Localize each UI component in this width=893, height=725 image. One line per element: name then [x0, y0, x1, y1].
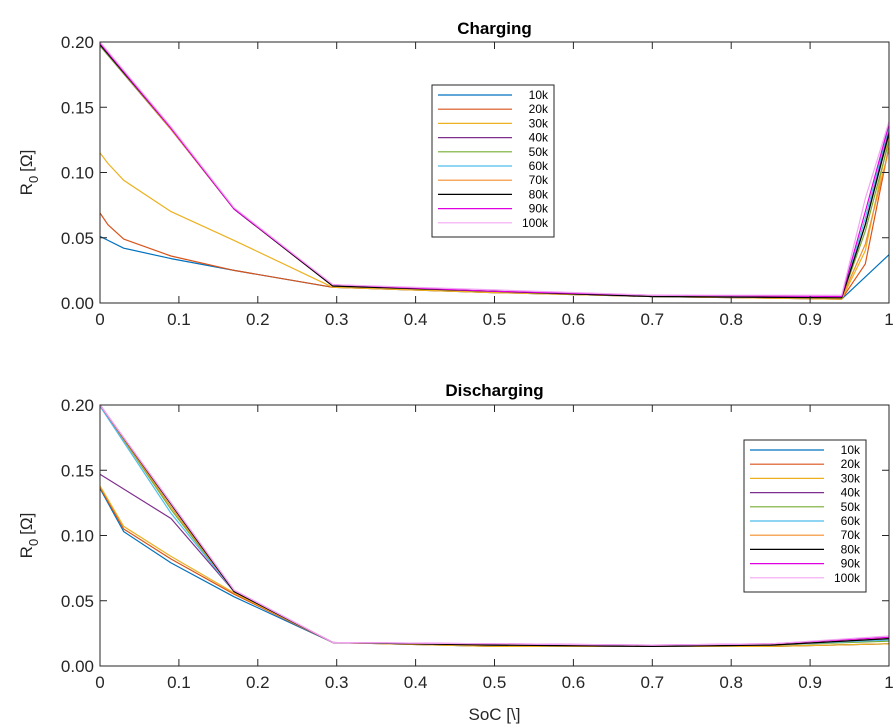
y-tick-label: 0.05: [61, 592, 94, 611]
legend-label-60k: 60k: [529, 159, 549, 173]
x-tick-label: 0.9: [798, 673, 822, 692]
y-tick-label: 0.10: [61, 527, 94, 546]
y-tick-label: 0.15: [61, 98, 94, 117]
y-tick-label: 0.00: [61, 294, 94, 313]
x-tick-label: 0.9: [798, 310, 822, 329]
legend-label-20k: 20k: [841, 457, 861, 471]
ticks-discharging: 0 0.1 0.2 0.3 0.4 0.5 0.6 0.7 0.8 0.9 1 0.00 0.05 0.1…: [61, 396, 893, 692]
legend-label-40k: 40k: [841, 486, 861, 500]
y-axis-label-discharging: R0[Ω]: [17, 513, 41, 559]
x-tick-label: 0.4: [404, 310, 428, 329]
legend-label-90k: 90k: [529, 202, 549, 216]
chart-title-discharging: Discharging: [445, 381, 543, 400]
legend-label-80k: 80k: [529, 187, 549, 201]
legend-label-10k: 10k: [841, 443, 861, 457]
legend-label-70k: 70k: [529, 173, 549, 187]
legend-label-60k: 60k: [841, 514, 861, 528]
ticks-charging: 0 0.1 0.2 0.3 0.4 0.5 0.6 0.7 0.8 0.9 1 0.00 0.05 0.1…: [61, 33, 893, 329]
legend-label-20k: 20k: [529, 102, 549, 116]
legend-label-50k: 50k: [841, 500, 861, 514]
x-tick-label: 0.2: [246, 673, 270, 692]
x-tick-label: 0.8: [719, 310, 743, 329]
y-axis-label-charging: R0[Ω]: [17, 150, 41, 196]
legend-label-70k: 70k: [841, 528, 861, 542]
series-line-90k: [99, 42, 890, 298]
legend-label-100k: 100k: [834, 571, 861, 585]
series-line-80k: [99, 404, 890, 648]
legend-label-10k: 10k: [529, 88, 549, 102]
x-tick-label: 1: [884, 673, 893, 692]
y-tick-label: 0.00: [61, 657, 94, 676]
x-tick-label: 0.3: [325, 310, 349, 329]
x-tick-label: 0.4: [404, 673, 428, 692]
x-axis-label-discharging: SoC [\]: [469, 705, 521, 724]
x-tick-label: 0.6: [562, 673, 586, 692]
legend-label-50k: 50k: [529, 145, 549, 159]
x-tick-label: 0.6: [562, 310, 586, 329]
x-tick-label: 0.3: [325, 673, 349, 692]
legend-label-100k: 100k: [522, 216, 549, 230]
x-tick-label: 1: [884, 310, 893, 329]
chart-charging: 0 0.1 0.2 0.3 0.4 0.5 0.6 0.7 0.8 0.9 1 0.00 0.05 0.1…: [17, 19, 893, 329]
x-tick-label: 0.7: [640, 673, 664, 692]
series-line-100k: [99, 41, 890, 296]
series-line-100k: [99, 404, 890, 646]
legend-label-40k: 40k: [529, 131, 549, 145]
x-tick-label: 0.5: [483, 673, 507, 692]
chart-title-charging: Charging: [457, 19, 532, 38]
y-tick-label: 0.10: [61, 164, 94, 183]
x-tick-label: 0: [95, 673, 104, 692]
series-line-30k: [99, 135, 890, 300]
y-tick-label: 0.20: [61, 396, 94, 415]
series-group-discharging: [99, 404, 890, 648]
chart-discharging: 0 0.1 0.2 0.3 0.4 0.5 0.6 0.7 0.8 0.9 1 0.00 0.05 0.1…: [17, 381, 893, 724]
x-tick-label: 0.5: [483, 310, 507, 329]
x-tick-label: 0.1: [167, 673, 191, 692]
y-tick-label: 0.15: [61, 461, 94, 480]
y-tick-label: 0.05: [61, 229, 94, 248]
legend-label-90k: 90k: [841, 557, 861, 571]
y-tick-label: 0.20: [61, 33, 94, 52]
legend-label-30k: 30k: [529, 116, 549, 130]
series-group-charging: [99, 41, 890, 300]
legend-box: [743, 439, 867, 593]
legend-label-80k: 80k: [841, 542, 861, 556]
x-tick-label: 0.8: [719, 673, 743, 692]
legend-box: [431, 84, 555, 238]
x-tick-label: 0: [95, 310, 104, 329]
x-tick-label: 0.7: [640, 310, 664, 329]
x-tick-label: 0.2: [246, 310, 270, 329]
legend-label-30k: 30k: [841, 471, 861, 485]
x-tick-label: 0.1: [167, 310, 191, 329]
